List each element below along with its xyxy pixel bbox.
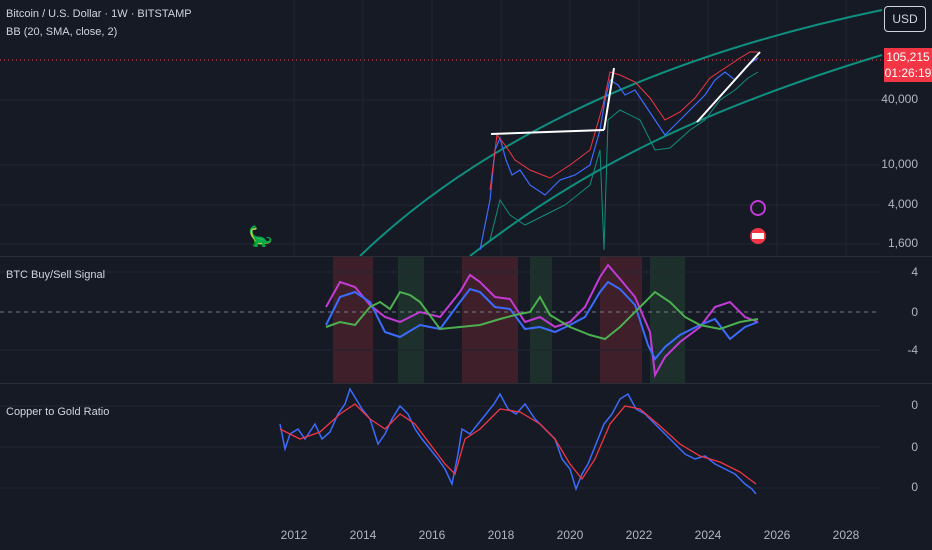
- time-axis-label: 2022: [625, 528, 653, 542]
- ratio-axis-label: 0: [911, 480, 918, 494]
- ratio-panel[interactable]: Copper to Gold Ratio 0 0 0: [0, 384, 932, 520]
- candle-countdown: 01:26:19: [884, 66, 932, 80]
- price-axis-label: 4,000: [887, 197, 918, 211]
- bb-lower: [489, 71, 759, 251]
- signal-panel[interactable]: BTC Buy/Sell Signal 4 0 -4: [0, 257, 932, 383]
- panel-divider[interactable]: [0, 256, 932, 257]
- current-price-tag: 105,215 01:26:19: [884, 48, 932, 82]
- time-axis-label: 2026: [763, 528, 791, 542]
- trend-line-1: [490, 129, 605, 135]
- bb-indicator-label[interactable]: BB (20, SMA, close, 2): [6, 26, 118, 38]
- ratio-chart: [0, 387, 880, 495]
- ratio-axis-label: 0: [911, 398, 918, 412]
- bb-upper: [489, 51, 758, 191]
- magenta-signal-line: [325, 263, 759, 379]
- lower-growth-curve: [469, 54, 883, 256]
- price-axis-label: 1,600: [887, 236, 918, 250]
- time-axis-label: 2020: [556, 528, 584, 542]
- green-signal-line: [325, 290, 759, 341]
- price-line: [479, 57, 759, 251]
- time-axis-label: 2028: [832, 528, 860, 542]
- time-axis-label: 2014: [349, 528, 377, 542]
- panel-divider[interactable]: [0, 383, 932, 384]
- copper-gold-ratio-line: [279, 387, 757, 495]
- signal-axis-label: -4: [907, 343, 918, 357]
- trend-line-3: [696, 51, 761, 123]
- blue-signal-line: [325, 280, 759, 361]
- currency-button[interactable]: USD: [884, 6, 926, 32]
- time-axis-label: 2016: [418, 528, 446, 542]
- symbol-title[interactable]: Bitcoin / U.S. Dollar · 1W · BITSTAMP: [6, 8, 192, 20]
- time-axis-label: 2024: [694, 528, 722, 542]
- signal-axis-label: 0: [911, 305, 918, 319]
- event-marker-icon: [750, 200, 766, 216]
- ratio-axis-label: 0: [911, 440, 918, 454]
- price-panel[interactable]: Bitcoin / U.S. Dollar · 1W · BITSTAMP BB…: [0, 0, 932, 256]
- trend-line-2: [603, 67, 615, 131]
- upper-growth-curve: [359, 9, 883, 256]
- time-axis-label: 2012: [280, 528, 308, 542]
- dinosaur-icon: 🦕: [248, 226, 273, 248]
- ratio-panel-title[interactable]: Copper to Gold Ratio: [6, 406, 110, 418]
- price-axis-label: 40,000: [881, 92, 918, 106]
- price-axis-label: 10,000: [881, 157, 918, 171]
- current-price: 105,215: [886, 50, 930, 64]
- ratio-moving-average: [279, 403, 757, 485]
- time-axis-label: 2018: [487, 528, 515, 542]
- signal-axis-label: 4: [911, 265, 918, 279]
- signal-panel-title[interactable]: BTC Buy/Sell Signal: [6, 269, 106, 281]
- price-chart: [0, 0, 884, 256]
- signal-chart: [0, 257, 880, 383]
